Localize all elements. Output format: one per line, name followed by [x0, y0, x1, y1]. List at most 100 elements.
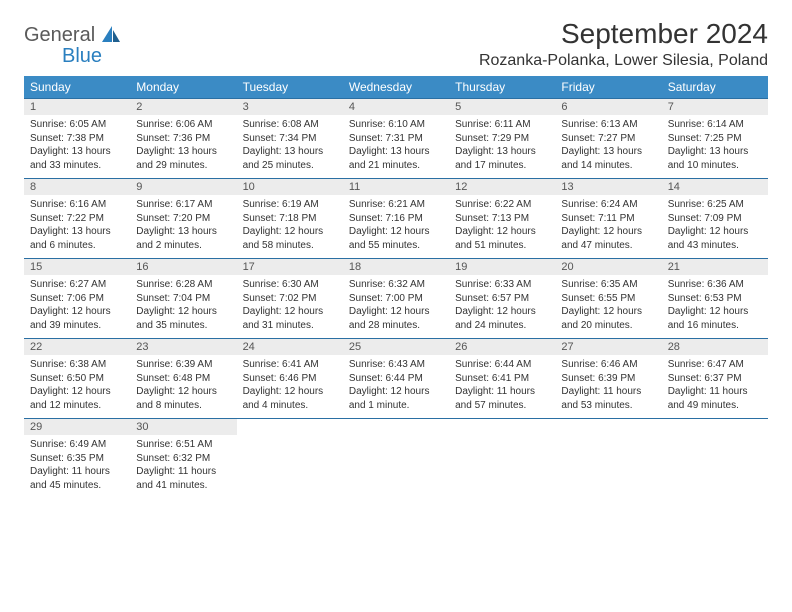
- detail-line: Daylight: 12 hours: [30, 385, 124, 399]
- day-number: 16: [130, 259, 236, 276]
- day-number: 22: [24, 339, 130, 356]
- calendar-table: SundayMondayTuesdayWednesdayThursdayFrid…: [24, 76, 768, 498]
- detail-line: Sunset: 7:09 PM: [668, 212, 762, 226]
- detail-line: Sunset: 7:38 PM: [30, 132, 124, 146]
- empty-cell: [237, 419, 343, 436]
- detail-line: and 45 minutes.: [30, 479, 124, 493]
- daynum-row: 1234567: [24, 99, 768, 116]
- day-details: Sunrise: 6:39 AMSunset: 6:48 PMDaylight:…: [130, 355, 236, 419]
- detail-line: Sunrise: 6:22 AM: [455, 198, 549, 212]
- detail-line: and 4 minutes.: [243, 399, 337, 413]
- detail-line: Daylight: 13 hours: [455, 145, 549, 159]
- day-number: 18: [343, 259, 449, 276]
- detail-line: Daylight: 11 hours: [455, 385, 549, 399]
- day-number: 26: [449, 339, 555, 356]
- detail-line: Sunset: 7:22 PM: [30, 212, 124, 226]
- day-details: Sunrise: 6:44 AMSunset: 6:41 PMDaylight:…: [449, 355, 555, 419]
- day-details: Sunrise: 6:51 AMSunset: 6:32 PMDaylight:…: [130, 435, 236, 498]
- day-details: Sunrise: 6:43 AMSunset: 6:44 PMDaylight:…: [343, 355, 449, 419]
- detail-line: Sunset: 7:04 PM: [136, 292, 230, 306]
- detail-line: and 43 minutes.: [668, 239, 762, 253]
- detail-line: and 57 minutes.: [455, 399, 549, 413]
- detail-line: Sunrise: 6:27 AM: [30, 278, 124, 292]
- detail-line: Sunset: 7:16 PM: [349, 212, 443, 226]
- day-details: Sunrise: 6:05 AMSunset: 7:38 PMDaylight:…: [24, 115, 130, 179]
- detail-line: Sunrise: 6:25 AM: [668, 198, 762, 212]
- details-row: Sunrise: 6:38 AMSunset: 6:50 PMDaylight:…: [24, 355, 768, 419]
- empty-cell: [449, 435, 555, 498]
- day-details: Sunrise: 6:25 AMSunset: 7:09 PMDaylight:…: [662, 195, 768, 259]
- detail-line: Daylight: 13 hours: [136, 225, 230, 239]
- day-details: Sunrise: 6:41 AMSunset: 6:46 PMDaylight:…: [237, 355, 343, 419]
- detail-line: and 55 minutes.: [349, 239, 443, 253]
- weekday-row: SundayMondayTuesdayWednesdayThursdayFrid…: [24, 76, 768, 99]
- day-number: 1: [24, 99, 130, 116]
- day-number: 11: [343, 179, 449, 196]
- day-number: 12: [449, 179, 555, 196]
- detail-line: Daylight: 11 hours: [668, 385, 762, 399]
- day-number: 24: [237, 339, 343, 356]
- day-number: 6: [555, 99, 661, 116]
- weekday-header: Thursday: [449, 76, 555, 99]
- detail-line: Sunrise: 6:30 AM: [243, 278, 337, 292]
- day-number: 3: [237, 99, 343, 116]
- day-number: 2: [130, 99, 236, 116]
- logo-word-general: General: [24, 24, 95, 46]
- day-details: Sunrise: 6:28 AMSunset: 7:04 PMDaylight:…: [130, 275, 236, 339]
- detail-line: Daylight: 13 hours: [349, 145, 443, 159]
- detail-line: Daylight: 12 hours: [136, 385, 230, 399]
- day-details: Sunrise: 6:14 AMSunset: 7:25 PMDaylight:…: [662, 115, 768, 179]
- detail-line: Daylight: 12 hours: [561, 225, 655, 239]
- day-details: Sunrise: 6:10 AMSunset: 7:31 PMDaylight:…: [343, 115, 449, 179]
- detail-line: Sunset: 7:36 PM: [136, 132, 230, 146]
- detail-line: and 20 minutes.: [561, 319, 655, 333]
- weekday-header: Monday: [130, 76, 236, 99]
- detail-line: Daylight: 13 hours: [136, 145, 230, 159]
- detail-line: Sunset: 7:18 PM: [243, 212, 337, 226]
- empty-cell: [555, 419, 661, 436]
- detail-line: Sunset: 6:46 PM: [243, 372, 337, 386]
- detail-line: and 28 minutes.: [349, 319, 443, 333]
- detail-line: Sunrise: 6:08 AM: [243, 118, 337, 132]
- day-number: 17: [237, 259, 343, 276]
- detail-line: Sunset: 6:39 PM: [561, 372, 655, 386]
- day-details: Sunrise: 6:33 AMSunset: 6:57 PMDaylight:…: [449, 275, 555, 339]
- day-details: Sunrise: 6:32 AMSunset: 7:00 PMDaylight:…: [343, 275, 449, 339]
- detail-line: and 21 minutes.: [349, 159, 443, 173]
- detail-line: Sunrise: 6:43 AM: [349, 358, 443, 372]
- detail-line: Sunset: 7:06 PM: [30, 292, 124, 306]
- detail-line: and 58 minutes.: [243, 239, 337, 253]
- detail-line: Sunrise: 6:28 AM: [136, 278, 230, 292]
- day-number: 20: [555, 259, 661, 276]
- detail-line: Sunrise: 6:05 AM: [30, 118, 124, 132]
- day-details: Sunrise: 6:06 AMSunset: 7:36 PMDaylight:…: [130, 115, 236, 179]
- detail-line: Sunset: 7:11 PM: [561, 212, 655, 226]
- detail-line: Daylight: 12 hours: [668, 225, 762, 239]
- day-details: Sunrise: 6:35 AMSunset: 6:55 PMDaylight:…: [555, 275, 661, 339]
- detail-line: and 31 minutes.: [243, 319, 337, 333]
- detail-line: Sunrise: 6:10 AM: [349, 118, 443, 132]
- weekday-header: Friday: [555, 76, 661, 99]
- detail-line: and 47 minutes.: [561, 239, 655, 253]
- empty-cell: [449, 419, 555, 436]
- detail-line: Sunset: 6:53 PM: [668, 292, 762, 306]
- day-details: Sunrise: 6:08 AMSunset: 7:34 PMDaylight:…: [237, 115, 343, 179]
- day-number: 29: [24, 419, 130, 436]
- details-row: Sunrise: 6:27 AMSunset: 7:06 PM Daylight:…: [24, 275, 768, 339]
- day-number: 8: [24, 179, 130, 196]
- day-details: Sunrise: 6:47 AMSunset: 6:37 PMDaylight:…: [662, 355, 768, 419]
- detail-line: Daylight: 12 hours: [136, 305, 230, 319]
- day-details: Sunrise: 6:19 AMSunset: 7:18 PMDaylight:…: [237, 195, 343, 259]
- detail-line: Sunrise: 6:13 AM: [561, 118, 655, 132]
- day-details: Sunrise: 6:38 AMSunset: 6:50 PMDaylight:…: [24, 355, 130, 419]
- detail-line: Sunrise: 6:14 AM: [668, 118, 762, 132]
- day-details: Sunrise: 6:17 AMSunset: 7:20 PMDaylight:…: [130, 195, 236, 259]
- detail-line: Sunset: 6:37 PM: [668, 372, 762, 386]
- detail-line: Sunset: 7:00 PM: [349, 292, 443, 306]
- weekday-header: Sunday: [24, 76, 130, 99]
- detail-line: Sunset: 6:32 PM: [136, 452, 230, 466]
- daynum-row: 22232425262728: [24, 339, 768, 356]
- day-number: 14: [662, 179, 768, 196]
- logo: General Blue: [24, 24, 122, 68]
- detail-line: Sunrise: 6:11 AM: [455, 118, 549, 132]
